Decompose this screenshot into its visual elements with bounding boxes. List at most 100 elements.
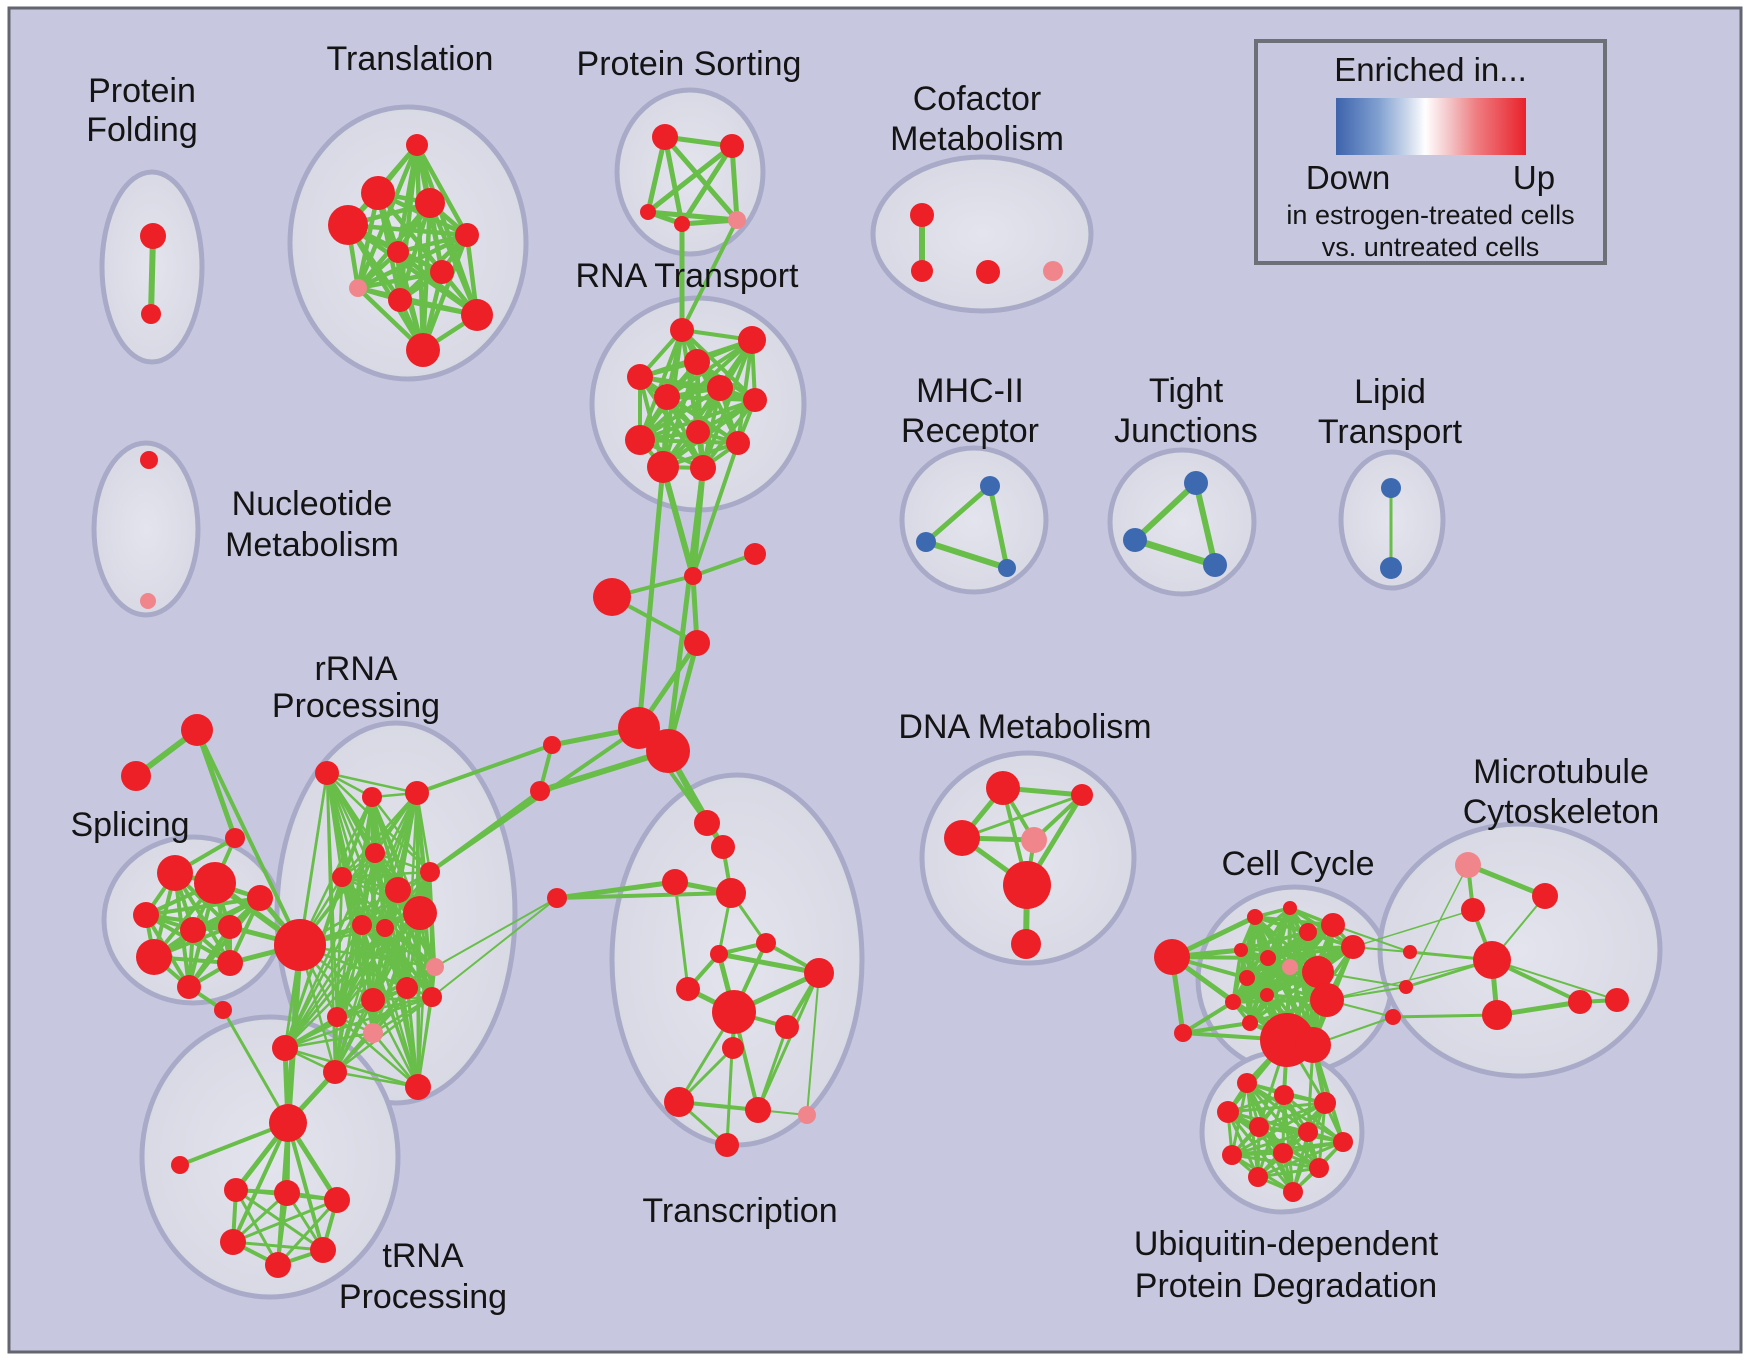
- edge: [1131, 536, 1219, 569]
- edge: [283, 888, 400, 1050]
- cluster-ellipse-mt: [1377, 821, 1663, 1079]
- edge: [1181, 1000, 1235, 1035]
- edge: [283, 1046, 420, 1089]
- node-rr-5: [420, 862, 440, 882]
- edge: [923, 539, 1010, 571]
- edge: [679, 217, 740, 227]
- cluster-label-line: Ubiquitin-dependent: [1134, 1225, 1439, 1263]
- edge: [806, 972, 820, 1116]
- node-nm-0: [140, 451, 158, 469]
- edge: [665, 465, 706, 754]
- node-rt-2: [684, 349, 710, 375]
- edge: [665, 395, 757, 402]
- node-dna-0: [986, 771, 1020, 805]
- node-net-b1: [1403, 945, 1417, 959]
- node-tn-6: [310, 1237, 336, 1263]
- edge: [1239, 906, 1292, 952]
- edge: [431, 897, 558, 998]
- edge: [554, 879, 678, 901]
- node-ub-9: [1248, 1167, 1268, 1187]
- edge: [234, 1188, 325, 1252]
- node-cc-12: [1242, 1015, 1258, 1031]
- node-ub-3: [1217, 1101, 1239, 1123]
- node-rr-11: [426, 958, 444, 976]
- node-cc-13: [1310, 983, 1344, 1017]
- node-sp-1: [194, 862, 236, 904]
- cluster-label-line: Nucleotide: [232, 485, 393, 523]
- legend-axis-labels: Down Up: [1258, 155, 1603, 197]
- node-rr-1: [362, 787, 382, 807]
- edge: [286, 1121, 325, 1252]
- node-tx-9: [775, 1015, 799, 1039]
- edge: [195, 728, 302, 947]
- edge: [987, 483, 1010, 571]
- cluster-ellipse-tn: [139, 1014, 401, 1300]
- cluster-ellipse-cm: [870, 154, 1094, 314]
- cluster-label-dna: DNA Metabolism: [898, 708, 1151, 746]
- node-tx-13: [798, 1106, 816, 1124]
- cluster-label-tn: tRNA Processing: [339, 1237, 507, 1316]
- edge: [960, 793, 1084, 840]
- legend-note: in estrogen-treated cells vs. untreated …: [1258, 199, 1603, 263]
- node-tx-7: [676, 977, 700, 1001]
- edge: [645, 143, 735, 215]
- node-tr-0: [406, 134, 428, 156]
- node-net-T0: [181, 714, 213, 746]
- edge: [660, 464, 696, 579]
- cluster-label-line: Processing: [272, 687, 440, 725]
- node-rt-4: [707, 375, 733, 401]
- edge: [673, 880, 690, 991]
- edge: [148, 233, 156, 317]
- edge: [638, 398, 757, 442]
- legend-down-label: Down: [1305, 159, 1391, 196]
- edge: [1239, 945, 1355, 952]
- node-net-cc1: [1174, 1024, 1192, 1042]
- edge: [638, 328, 684, 442]
- node-tn-2: [224, 1178, 248, 1202]
- node-tj-0: [1184, 471, 1208, 495]
- node-tx-1: [711, 835, 735, 859]
- edge: [638, 375, 757, 402]
- node-tj-2: [1203, 553, 1227, 577]
- cluster-label-sp: Splicing: [70, 806, 189, 844]
- edge: [680, 218, 739, 332]
- edge: [434, 897, 558, 968]
- node-net-b3: [1385, 1009, 1401, 1025]
- cluster-label-line: Protein Degradation: [1135, 1267, 1437, 1305]
- node-tn-3: [274, 1180, 300, 1206]
- node-rr-4: [332, 867, 352, 887]
- node-net-c2: [744, 543, 766, 565]
- node-pf-0: [140, 223, 166, 249]
- cluster-label-mt: Microtubule Cytoskeleton: [1463, 753, 1660, 831]
- cluster-label-nm: Nucleotide Metabolism: [225, 485, 399, 564]
- edge: [636, 464, 666, 731]
- node-net-c6: [543, 736, 561, 754]
- node-dna-3: [1021, 827, 1047, 853]
- node-tr-9: [461, 299, 493, 331]
- edge: [1231, 965, 1292, 1004]
- cluster-label-pf: Protein Folding: [86, 72, 198, 149]
- edge: [234, 1188, 280, 1267]
- edge: [679, 143, 735, 227]
- node-tr-5: [387, 241, 409, 263]
- edge: [360, 923, 409, 990]
- node-rr-2: [405, 781, 429, 805]
- edge: [194, 727, 238, 841]
- cluster-label-lt: Lipid Transport: [1318, 373, 1463, 451]
- edge: [638, 438, 740, 445]
- cluster-ellipse-tj: [1107, 447, 1257, 597]
- node-rr-18: [363, 1023, 383, 1043]
- edge: [333, 926, 387, 1074]
- node-tr-10: [406, 333, 440, 367]
- node-net-c8: [214, 1001, 232, 1019]
- node-tn-0: [269, 1104, 307, 1142]
- edge: [665, 395, 740, 445]
- legend-gradient-bar: [1335, 98, 1526, 155]
- node-net-c0: [593, 578, 631, 616]
- edge: [285, 942, 303, 1126]
- edge: [178, 1121, 290, 1167]
- node-cc-9: [1239, 970, 1255, 986]
- node-ps-0: [652, 124, 678, 150]
